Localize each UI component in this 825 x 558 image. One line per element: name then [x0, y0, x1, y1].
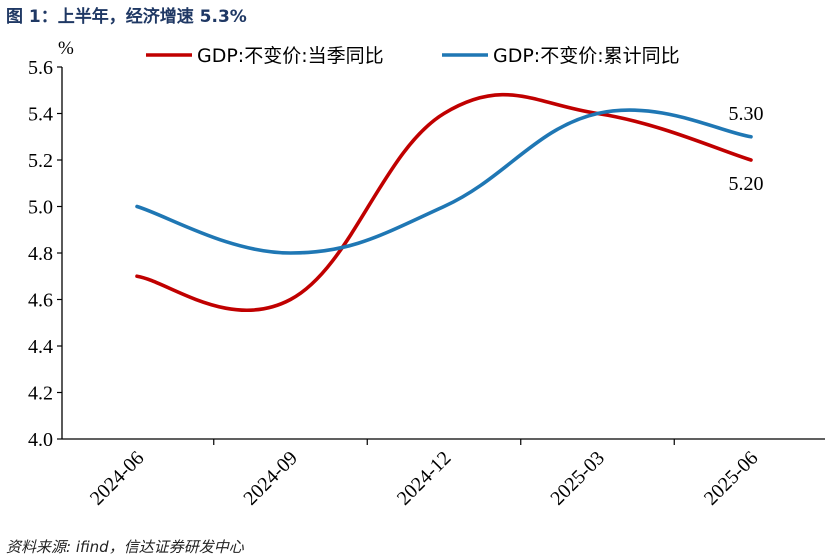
data-labels: 5.30 5.20: [729, 103, 764, 195]
x-tick-label: 2025-06: [700, 447, 763, 510]
y-tick-label: 5.0: [28, 197, 53, 219]
y-tick-label: 4.0: [28, 429, 53, 451]
chart-legend: GDP:不变价:当季同比 GDP:不变价:累计同比: [146, 45, 680, 67]
x-tick-label: 2025-03: [546, 447, 609, 510]
x-axis-ticks: 2024-06 2024-09 2024-12 2025-03 2025-06: [86, 439, 763, 510]
y-tick-label: 5.6: [28, 57, 53, 79]
series-line-2: [135, 108, 753, 255]
figure-title: 图 1：上半年，经济增速 5.3%: [6, 7, 247, 27]
data-label: 5.30: [729, 103, 764, 125]
source-note: 资料来源: ifind，信达证券研发中心: [6, 538, 244, 556]
y-tick-label: 5.4: [28, 104, 53, 126]
y-tick-label: 5.2: [28, 150, 53, 172]
legend-label: GDP:不变价:累计同比: [493, 45, 680, 67]
y-tick-label: 4.4: [28, 336, 53, 358]
series-line-1: [135, 92, 753, 312]
chart-axes: [61, 67, 825, 440]
y-tick-label: 4.6: [28, 290, 53, 312]
series-lines: [135, 92, 753, 312]
y-axis-unit: %: [58, 38, 74, 59]
x-tick-label: 2024-12: [393, 447, 456, 510]
y-tick-label: 4.2: [28, 383, 53, 405]
x-tick-label: 2024-06: [86, 447, 149, 510]
data-label: 5.20: [729, 173, 764, 195]
legend-label: GDP:不变价:当季同比: [197, 45, 384, 67]
y-axis-ticks: 4.0 4.2 4.4 4.6 4.8 5.0 5.2 5.4 5.6: [28, 57, 62, 451]
x-tick-label: 2024-09: [239, 447, 302, 510]
y-tick-label: 4.8: [28, 243, 53, 265]
